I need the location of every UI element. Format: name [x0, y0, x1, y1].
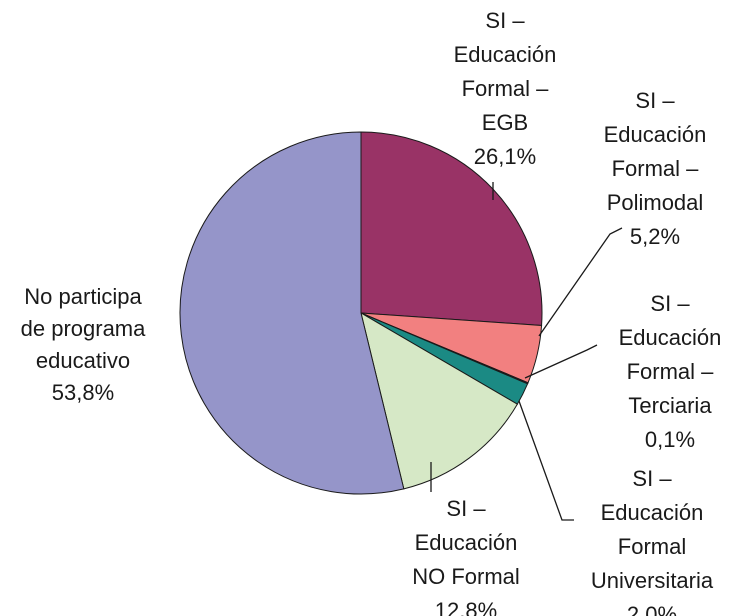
value-label: 2,0%	[627, 602, 677, 616]
slice-label: SI –	[485, 8, 525, 33]
slice-label: de programa	[21, 316, 147, 341]
slice-label: EGB	[482, 110, 528, 135]
slice-label: Formal –	[627, 359, 715, 384]
slice-label: SI –	[635, 88, 675, 113]
slice-label: Universitaria	[591, 568, 714, 593]
value-label: 5,2%	[630, 224, 680, 249]
slice-label: SI –	[632, 466, 672, 491]
value-label: 53,8%	[52, 380, 114, 405]
slice-label: Educación	[415, 530, 518, 555]
slice-label: Educación	[454, 42, 557, 67]
slice-label: Formal –	[612, 156, 700, 181]
slice-label: Terciaria	[628, 393, 712, 418]
leader-line	[538, 227, 623, 337]
slice-label: Educación	[604, 122, 707, 147]
slice-label: SI –	[650, 291, 690, 316]
slice-label: educativo	[36, 348, 130, 373]
slice-label: Educación	[601, 500, 704, 525]
slice-label: Formal	[618, 534, 686, 559]
slice-label: Polimodal	[607, 190, 704, 215]
slice-label: Formal –	[462, 76, 550, 101]
leader-line	[524, 344, 598, 379]
pie-slice	[179, 131, 405, 495]
value-label: 0,1%	[645, 427, 695, 452]
value-label: 12,8%	[435, 598, 497, 616]
slice-label: SI –	[446, 496, 486, 521]
value-label: 26,1%	[474, 144, 536, 169]
slice-label: Educación	[619, 325, 722, 350]
slice-label: NO Formal	[412, 564, 520, 589]
leader-line	[518, 400, 574, 521]
pie-slice	[360, 311, 519, 490]
slice-label: No participa	[24, 284, 142, 309]
